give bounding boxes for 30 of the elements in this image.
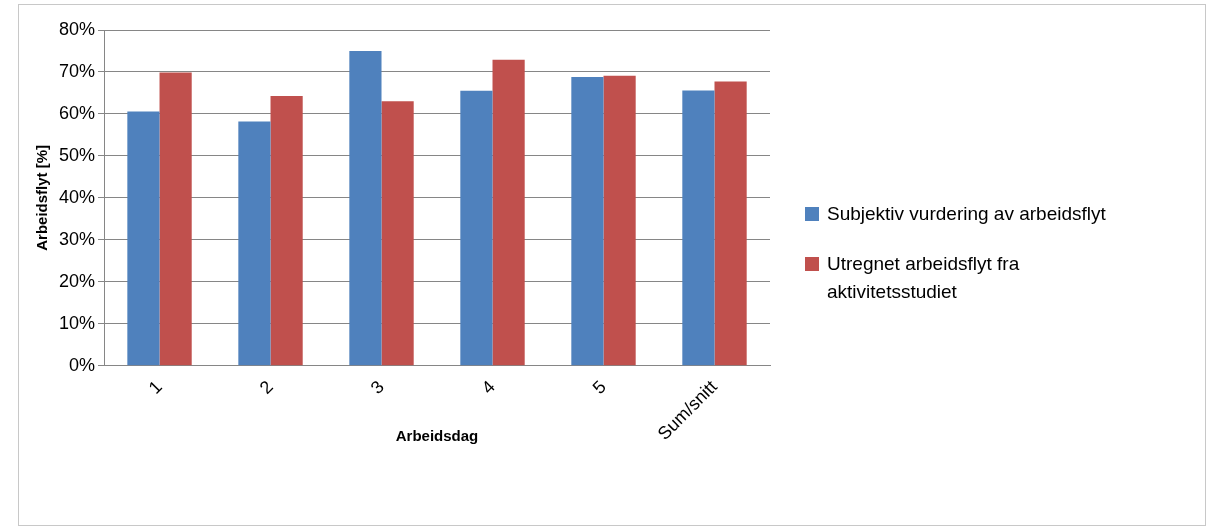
- x-tick-label: 5: [588, 376, 610, 398]
- y-tick-label: 40%: [59, 186, 96, 207]
- bar: [682, 90, 715, 366]
- bar: [571, 77, 604, 366]
- x-axis-title: Arbeidsdag: [395, 427, 479, 445]
- legend-label: Utregnet arbeidsflyt fra aktivitetsstudiet: [827, 252, 1021, 304]
- y-axis-title: Arbeidsflyt [%]: [33, 144, 51, 251]
- x-tick-label: 2: [255, 376, 277, 398]
- y-tick-label: 0%: [69, 354, 96, 375]
- y-tick-label: 10%: [59, 312, 96, 333]
- y-tick-label: 20%: [59, 270, 96, 291]
- y-tick-label: 80%: [59, 18, 96, 39]
- bar: [603, 75, 636, 366]
- legend-label: Subjektiv vurdering av arbeidsflyt: [827, 202, 1106, 226]
- x-tick-label: 1: [144, 376, 166, 398]
- y-tick-label: 30%: [59, 228, 96, 249]
- x-tick-label: 4: [477, 376, 499, 398]
- bar: [159, 72, 192, 366]
- bar: [492, 59, 525, 366]
- x-tick-label: 3: [366, 376, 388, 398]
- bar: [238, 121, 271, 366]
- bar: [381, 101, 414, 366]
- bar: [714, 81, 747, 366]
- bar: [127, 111, 160, 366]
- y-tick-label: 70%: [59, 60, 96, 81]
- bar: [460, 90, 493, 366]
- y-tick-label: 60%: [59, 102, 96, 123]
- bar: [349, 50, 382, 366]
- bar: [270, 95, 303, 366]
- y-tick-label: 50%: [59, 144, 96, 165]
